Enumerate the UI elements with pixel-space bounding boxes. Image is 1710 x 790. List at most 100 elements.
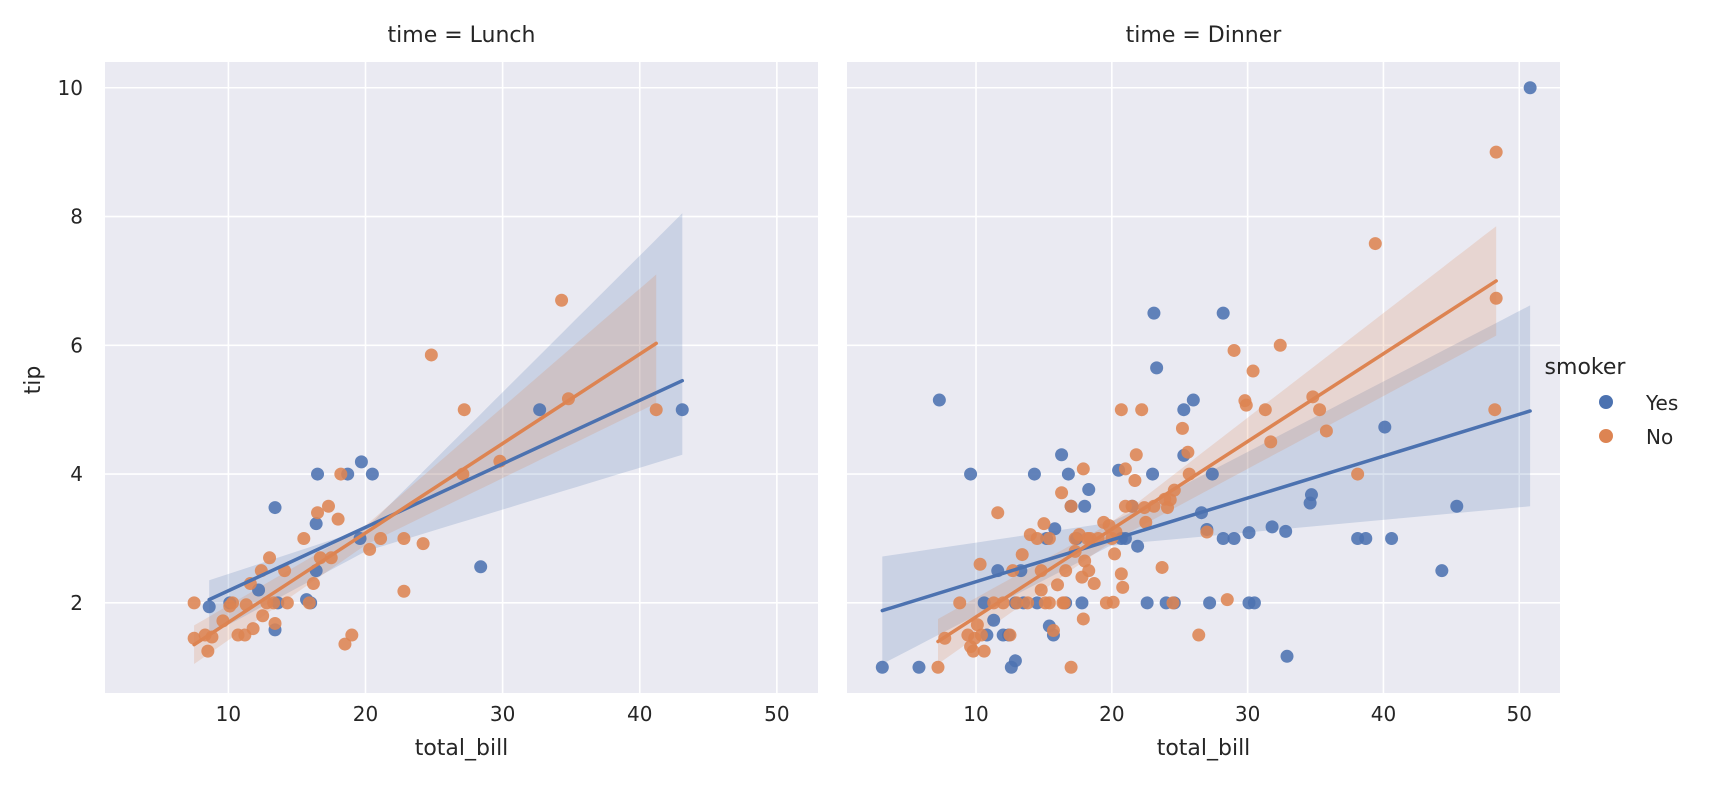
data-point-no — [1135, 403, 1149, 417]
x-tick-label: 40 — [1371, 702, 1396, 726]
data-point-yes — [1523, 81, 1537, 95]
data-point-no — [1488, 403, 1502, 417]
panel-title: time = Lunch — [388, 23, 536, 48]
data-point-yes — [1140, 596, 1154, 610]
data-point-no — [1114, 403, 1128, 417]
data-point-no — [302, 596, 316, 610]
data-point-no — [306, 577, 320, 591]
data-point-no — [1064, 660, 1078, 674]
data-point-no — [649, 403, 663, 417]
data-point-no — [1082, 564, 1096, 578]
data-point-no — [1220, 593, 1234, 607]
data-point-no — [1125, 499, 1139, 513]
data-point-no — [973, 557, 987, 571]
data-point-yes — [987, 613, 1001, 627]
data-point-no — [953, 596, 967, 610]
data-point-yes — [1205, 467, 1219, 481]
data-point-no — [1106, 595, 1120, 609]
data-point-yes — [1216, 531, 1230, 545]
data-point-no — [1003, 628, 1017, 642]
data-point-yes — [1078, 499, 1092, 513]
data-point-yes — [1048, 522, 1062, 536]
x-axis-label: total_bill — [415, 736, 509, 761]
data-point-no — [311, 506, 325, 520]
data-point-no — [267, 596, 281, 610]
data-point-no — [1076, 462, 1090, 476]
x-tick-label: 50 — [1507, 702, 1532, 726]
plot-content — [187, 213, 689, 664]
data-point-no — [457, 403, 471, 417]
data-point-yes — [1186, 393, 1200, 407]
x-tick-label: 20 — [1099, 702, 1124, 726]
data-point-yes — [1247, 596, 1261, 610]
data-point-yes — [1450, 499, 1464, 513]
data-point-no — [1175, 421, 1189, 435]
data-point-no — [1166, 596, 1180, 610]
y-tick-label: 2 — [70, 591, 83, 615]
data-point-no — [246, 622, 260, 636]
data-point-yes — [365, 467, 379, 481]
data-point-no — [280, 596, 294, 610]
data-point-no — [201, 644, 215, 658]
data-point-no — [1258, 403, 1272, 417]
data-point-no — [1319, 424, 1333, 438]
data-point-yes — [202, 600, 216, 614]
data-point-no — [1313, 403, 1327, 417]
data-point-no — [1055, 486, 1069, 500]
data-point-no — [256, 609, 270, 623]
data-point-yes — [964, 467, 978, 481]
data-point-no — [1264, 435, 1278, 449]
data-point-no — [991, 506, 1005, 520]
data-point-yes — [1008, 654, 1022, 668]
data-point-yes — [932, 393, 946, 407]
x-tick-label: 30 — [490, 702, 515, 726]
data-point-no — [1108, 547, 1122, 561]
data-point-yes — [1242, 526, 1256, 540]
data-point-no — [1128, 474, 1142, 488]
x-tick-label: 40 — [627, 702, 652, 726]
data-point-yes — [1055, 448, 1069, 462]
data-point-yes — [912, 660, 926, 674]
data-point-yes — [1075, 596, 1089, 610]
data-point-no — [1057, 596, 1071, 610]
y-tick-label: 10 — [58, 76, 83, 100]
data-point-no — [931, 660, 945, 674]
data-point-no — [1489, 145, 1503, 159]
y-axis-label: tip — [21, 366, 46, 395]
data-point-yes — [354, 455, 368, 469]
data-point-no — [297, 531, 311, 545]
data-point-no — [263, 551, 277, 565]
x-tick-label: 20 — [353, 702, 378, 726]
data-point-yes — [1061, 467, 1075, 481]
data-point-no — [374, 531, 388, 545]
x-tick-label: 50 — [764, 702, 789, 726]
data-point-no — [1489, 291, 1503, 305]
legend-marker-no — [1599, 429, 1613, 443]
data-point-no — [1042, 596, 1056, 610]
data-point-yes — [1279, 524, 1293, 538]
data-point-no — [1042, 531, 1056, 545]
data-point-yes — [1027, 467, 1041, 481]
legend: smoker Yes No — [1545, 355, 1679, 449]
data-point-no — [1181, 445, 1195, 459]
data-point-yes — [1150, 361, 1164, 375]
data-point-yes — [533, 403, 547, 417]
data-point-yes — [675, 403, 689, 417]
data-point-no — [1076, 612, 1090, 626]
data-point-no — [1351, 467, 1365, 481]
y-tick-label: 8 — [70, 205, 83, 229]
data-point-yes — [474, 560, 488, 574]
data-point-no — [1200, 525, 1214, 539]
data-point-yes — [1265, 520, 1279, 534]
data-point-no — [1114, 567, 1128, 581]
plot-area — [847, 62, 1560, 693]
data-point-no — [1064, 499, 1078, 513]
data-point-no — [1087, 577, 1101, 591]
plot-content — [875, 81, 1537, 674]
data-point-no — [187, 596, 201, 610]
data-point-no — [1059, 564, 1073, 578]
data-point-no — [416, 537, 430, 551]
data-point-no — [397, 584, 411, 598]
plot-area — [105, 62, 818, 693]
data-point-yes — [1177, 403, 1191, 417]
